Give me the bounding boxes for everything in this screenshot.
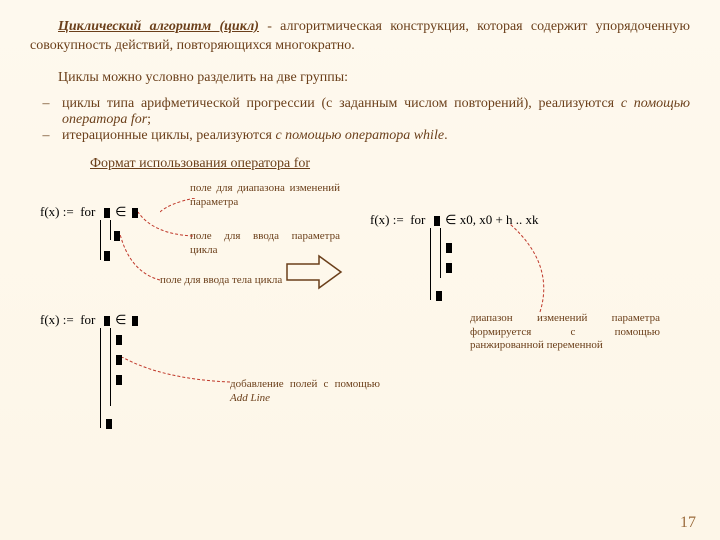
annot-body: поле для ввода тела цикла xyxy=(160,274,290,288)
bullet2-oper: с помощью оператора while xyxy=(275,128,444,143)
for-expr-1: f(x) := for ∈ xyxy=(40,204,140,220)
for-expr-2: f(x) := for ∈ xyxy=(40,312,140,328)
annot-range-var: диапазон изменений параметра формируется… xyxy=(470,312,660,353)
bullet2-plain: итерационные циклы, реализуются xyxy=(62,128,275,143)
page-number: 17 xyxy=(680,514,696,532)
bullet-item: – итерационные циклы, реализуются с помо… xyxy=(30,128,690,144)
format-subtitle: Формат использования оператора for xyxy=(30,156,690,172)
annot-addline: добавление полей с помощью Add Line xyxy=(230,378,380,406)
term-title: Циклический алгоритм (цикл) xyxy=(58,19,259,34)
bullet1-plain: циклы типа арифметической прогрессии (с … xyxy=(62,96,621,111)
bullet-item: – циклы типа арифметической прогрессии (… xyxy=(30,96,690,128)
groups-intro: Циклы можно условно разделить на две гру… xyxy=(30,70,690,86)
annot-range: поле для диапазона изменений параметра xyxy=(190,182,340,210)
dash-icon: – xyxy=(30,128,62,144)
diagram-area: f(x) := for ∈ поле для диапазона изменен… xyxy=(30,182,690,462)
bullet-list: – циклы типа арифметической прогрессии (… xyxy=(30,96,690,144)
definition-paragraph: Циклический алгоритм (цикл) - алгоритмич… xyxy=(30,18,690,56)
dash-icon: – xyxy=(30,96,62,128)
arrow-icon xyxy=(285,252,345,292)
